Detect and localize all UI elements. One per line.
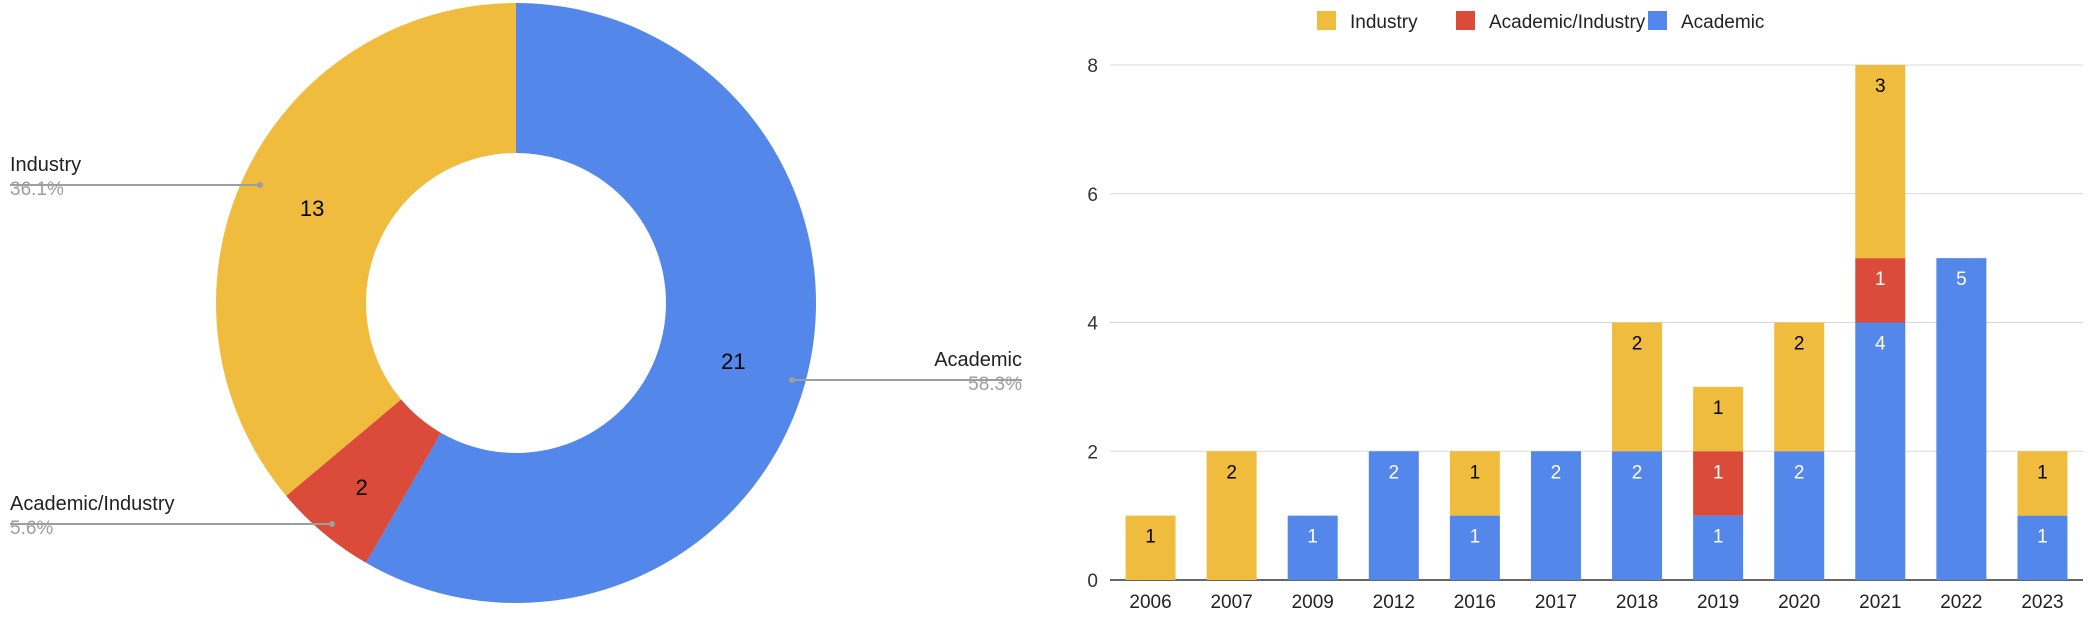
bar-segment-academic xyxy=(1287,515,1338,580)
bar-data-label: 1 xyxy=(1307,527,1318,548)
x-tick-label: 2009 xyxy=(1292,592,1334,613)
bar-segment-industry xyxy=(1855,65,1906,259)
legend-swatch-academic-industry xyxy=(1456,11,1475,30)
bar-segment-academic xyxy=(1936,258,1987,580)
bar-data-label: 1 xyxy=(1470,462,1481,483)
bar-data-label: 3 xyxy=(1875,76,1886,97)
donut-slice-academic-industry xyxy=(286,399,441,563)
bar-data-label: 2 xyxy=(1794,462,1805,483)
bar-data-label: 1 xyxy=(1470,527,1481,548)
bar-data-label: 2 xyxy=(1551,462,1562,483)
legend-label: Academic/Industry xyxy=(1489,12,1646,33)
legend-swatch-industry xyxy=(1317,11,1336,30)
donut-category-label: Academic xyxy=(934,349,1022,371)
x-tick-label: 2019 xyxy=(1697,592,1739,613)
bar-data-label: 1 xyxy=(1713,527,1724,548)
legend-label: Academic xyxy=(1681,12,1764,33)
bar-segment-academic xyxy=(1530,451,1581,580)
bar-segment-academic xyxy=(1449,515,1500,580)
bar-segment-academic xyxy=(1774,451,1825,580)
bar-data-label: 1 xyxy=(1713,462,1724,483)
bar-segment-academic xyxy=(1368,451,1419,580)
bar-data-label: 2 xyxy=(1632,462,1643,483)
y-tick-label: 8 xyxy=(1087,56,1098,77)
bar-data-label: 1 xyxy=(2037,462,2048,483)
legend-label: Industry xyxy=(1350,12,1418,33)
x-tick-label: 2012 xyxy=(1373,592,1415,613)
bar-segment-industry xyxy=(1774,322,1825,452)
x-tick-label: 2018 xyxy=(1616,592,1658,613)
donut-value-label: 21 xyxy=(721,349,745,374)
donut-chart-svg: 21 Academic 58.3% 2 Academic/Industry 5.6% 13 I… xyxy=(10,3,1022,603)
bar-segment-academic-industry xyxy=(1855,258,1906,323)
donut-leader-dot xyxy=(329,521,335,527)
donut-slice-industry xyxy=(216,3,516,496)
bar-data-label: 1 xyxy=(1713,398,1724,419)
bar-segment-industry xyxy=(1449,451,1500,516)
x-tick-label: 2007 xyxy=(1210,592,1252,613)
y-tick-label: 4 xyxy=(1087,314,1098,335)
y-tick-label: 6 xyxy=(1087,185,1098,206)
bar-segment-industry xyxy=(1612,322,1663,452)
donut-leader-dot xyxy=(789,377,795,383)
bar-data-label: 5 xyxy=(1956,269,1967,290)
bar-data-label: 2 xyxy=(1389,462,1400,483)
bar-data-label: 2 xyxy=(1632,334,1643,355)
x-tick-label: 2023 xyxy=(2021,592,2063,613)
bar-segment-academic xyxy=(1855,322,1906,580)
stacked-bar-chart: 0 2 4 6 8 1 2006 2 2007 1 2009 2 2012 1 1 2016 2 2017 2 2 20… xyxy=(1040,0,2090,632)
bar-data-label: 2 xyxy=(1794,334,1805,355)
donut-value-label: 13 xyxy=(300,196,324,221)
y-tick-label: 0 xyxy=(1087,571,1098,592)
donut-slice-academic xyxy=(366,3,816,603)
bar-segment-academic xyxy=(1693,515,1744,580)
donut-percent-label: 36.1% xyxy=(10,179,64,200)
bar-segment-academic-industry xyxy=(1693,451,1744,516)
x-tick-label: 2021 xyxy=(1859,592,1901,613)
legend-swatch-academic xyxy=(1648,11,1667,30)
donut-percent-label: 58.3% xyxy=(968,374,1022,395)
bar-segment-industry xyxy=(1693,386,1744,452)
donut-chart: 21 Academic 58.3% 2 Academic/Industry 5.6% 13 I… xyxy=(0,0,1040,632)
bar-data-label: 1 xyxy=(2037,527,2048,548)
donut-category-label: Academic/Industry xyxy=(10,493,175,515)
bar-data-label: 1 xyxy=(1145,527,1156,548)
bar-data-label: 1 xyxy=(1875,269,1886,290)
x-tick-label: 2022 xyxy=(1940,592,1982,613)
donut-leader-dot xyxy=(257,182,263,188)
bar-segment-industry xyxy=(2017,451,2068,516)
y-tick-label: 2 xyxy=(1087,442,1098,463)
donut-category-label: Industry xyxy=(10,154,81,176)
donut-value-label: 2 xyxy=(356,475,368,500)
bar-segment-academic xyxy=(1612,451,1663,580)
x-tick-label: 2006 xyxy=(1129,592,1171,613)
bar-segment-industry xyxy=(1206,451,1257,580)
donut-percent-label: 5.6% xyxy=(10,518,53,539)
bar-segment-academic xyxy=(2017,515,2068,580)
x-tick-label: 2017 xyxy=(1535,592,1577,613)
bar-segment-industry xyxy=(1125,515,1176,580)
x-tick-label: 2016 xyxy=(1454,592,1496,613)
stacked-bar-chart-svg: 0 2 4 6 8 1 2006 2 2007 1 2009 2 2012 1 1 2016 2 2017 2 2 20… xyxy=(1087,11,2083,613)
bar-data-label: 2 xyxy=(1226,462,1237,483)
bar-data-label: 4 xyxy=(1875,334,1886,355)
x-tick-label: 2020 xyxy=(1778,592,1820,613)
